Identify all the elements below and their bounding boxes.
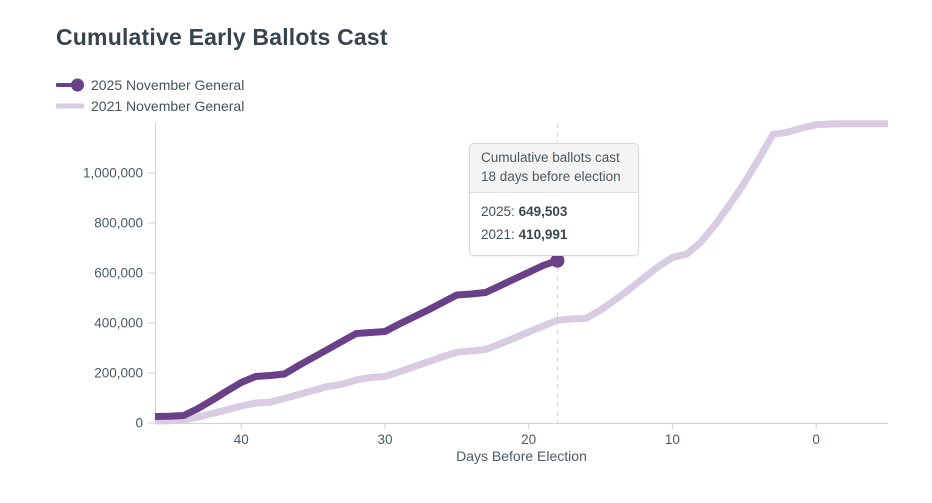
- legend-label-2021: 2021 November General: [91, 97, 245, 114]
- legend-swatch-2021-line-icon: [56, 99, 84, 113]
- tooltip-header: Cumulative ballots cast 18 days before e…: [470, 144, 638, 193]
- y-tick-label: 600,000: [94, 266, 143, 281]
- series-line-2021[interactable]: [154, 120, 888, 425]
- y-tick-label: 400,000: [94, 316, 143, 331]
- tooltip-value-2025: 649,503: [518, 204, 568, 219]
- series-end-marker-2025[interactable]: [550, 253, 565, 268]
- tooltip-body: 2025: 649,503 2021: 410,991: [470, 193, 638, 255]
- legend-item-2021[interactable]: 2021 November General: [56, 97, 244, 114]
- x-tick-label: 10: [665, 432, 680, 447]
- x-tick-label: 30: [377, 432, 392, 447]
- tooltip-header-line-2: 18 days before election: [481, 168, 621, 184]
- legend: 2025 November General 2021 November Gene…: [56, 76, 244, 114]
- x-tick-label: 0: [812, 432, 820, 447]
- series-line-2025[interactable]: [154, 257, 559, 420]
- y-tick-label: 1,000,000: [83, 166, 143, 181]
- tooltip-value-2021: 410,991: [518, 227, 568, 242]
- tooltip-row-2025: 2025: 649,503: [481, 204, 568, 219]
- y-tick-label: 200,000: [94, 366, 143, 381]
- tooltip-header-line-1: Cumulative ballots cast: [481, 150, 620, 165]
- legend-swatch-2025-line-dot-icon: [56, 78, 84, 92]
- legend-item-2025[interactable]: 2025 November General: [56, 76, 244, 93]
- x-axis-title: Days Before Election: [456, 448, 587, 464]
- legend-label-2025: 2025 November General: [91, 76, 245, 93]
- y-tick-label: 800,000: [94, 216, 143, 231]
- tooltip-row-2021: 2021: 410,991: [481, 227, 568, 242]
- chart-tooltip: Cumulative ballots cast 18 days before e…: [469, 143, 639, 256]
- y-tick-label: 0: [135, 416, 143, 431]
- x-tick-label: 40: [234, 432, 249, 447]
- x-tick-label: 20: [521, 432, 536, 447]
- page-title: Cumulative Early Ballots Cast: [56, 24, 388, 50]
